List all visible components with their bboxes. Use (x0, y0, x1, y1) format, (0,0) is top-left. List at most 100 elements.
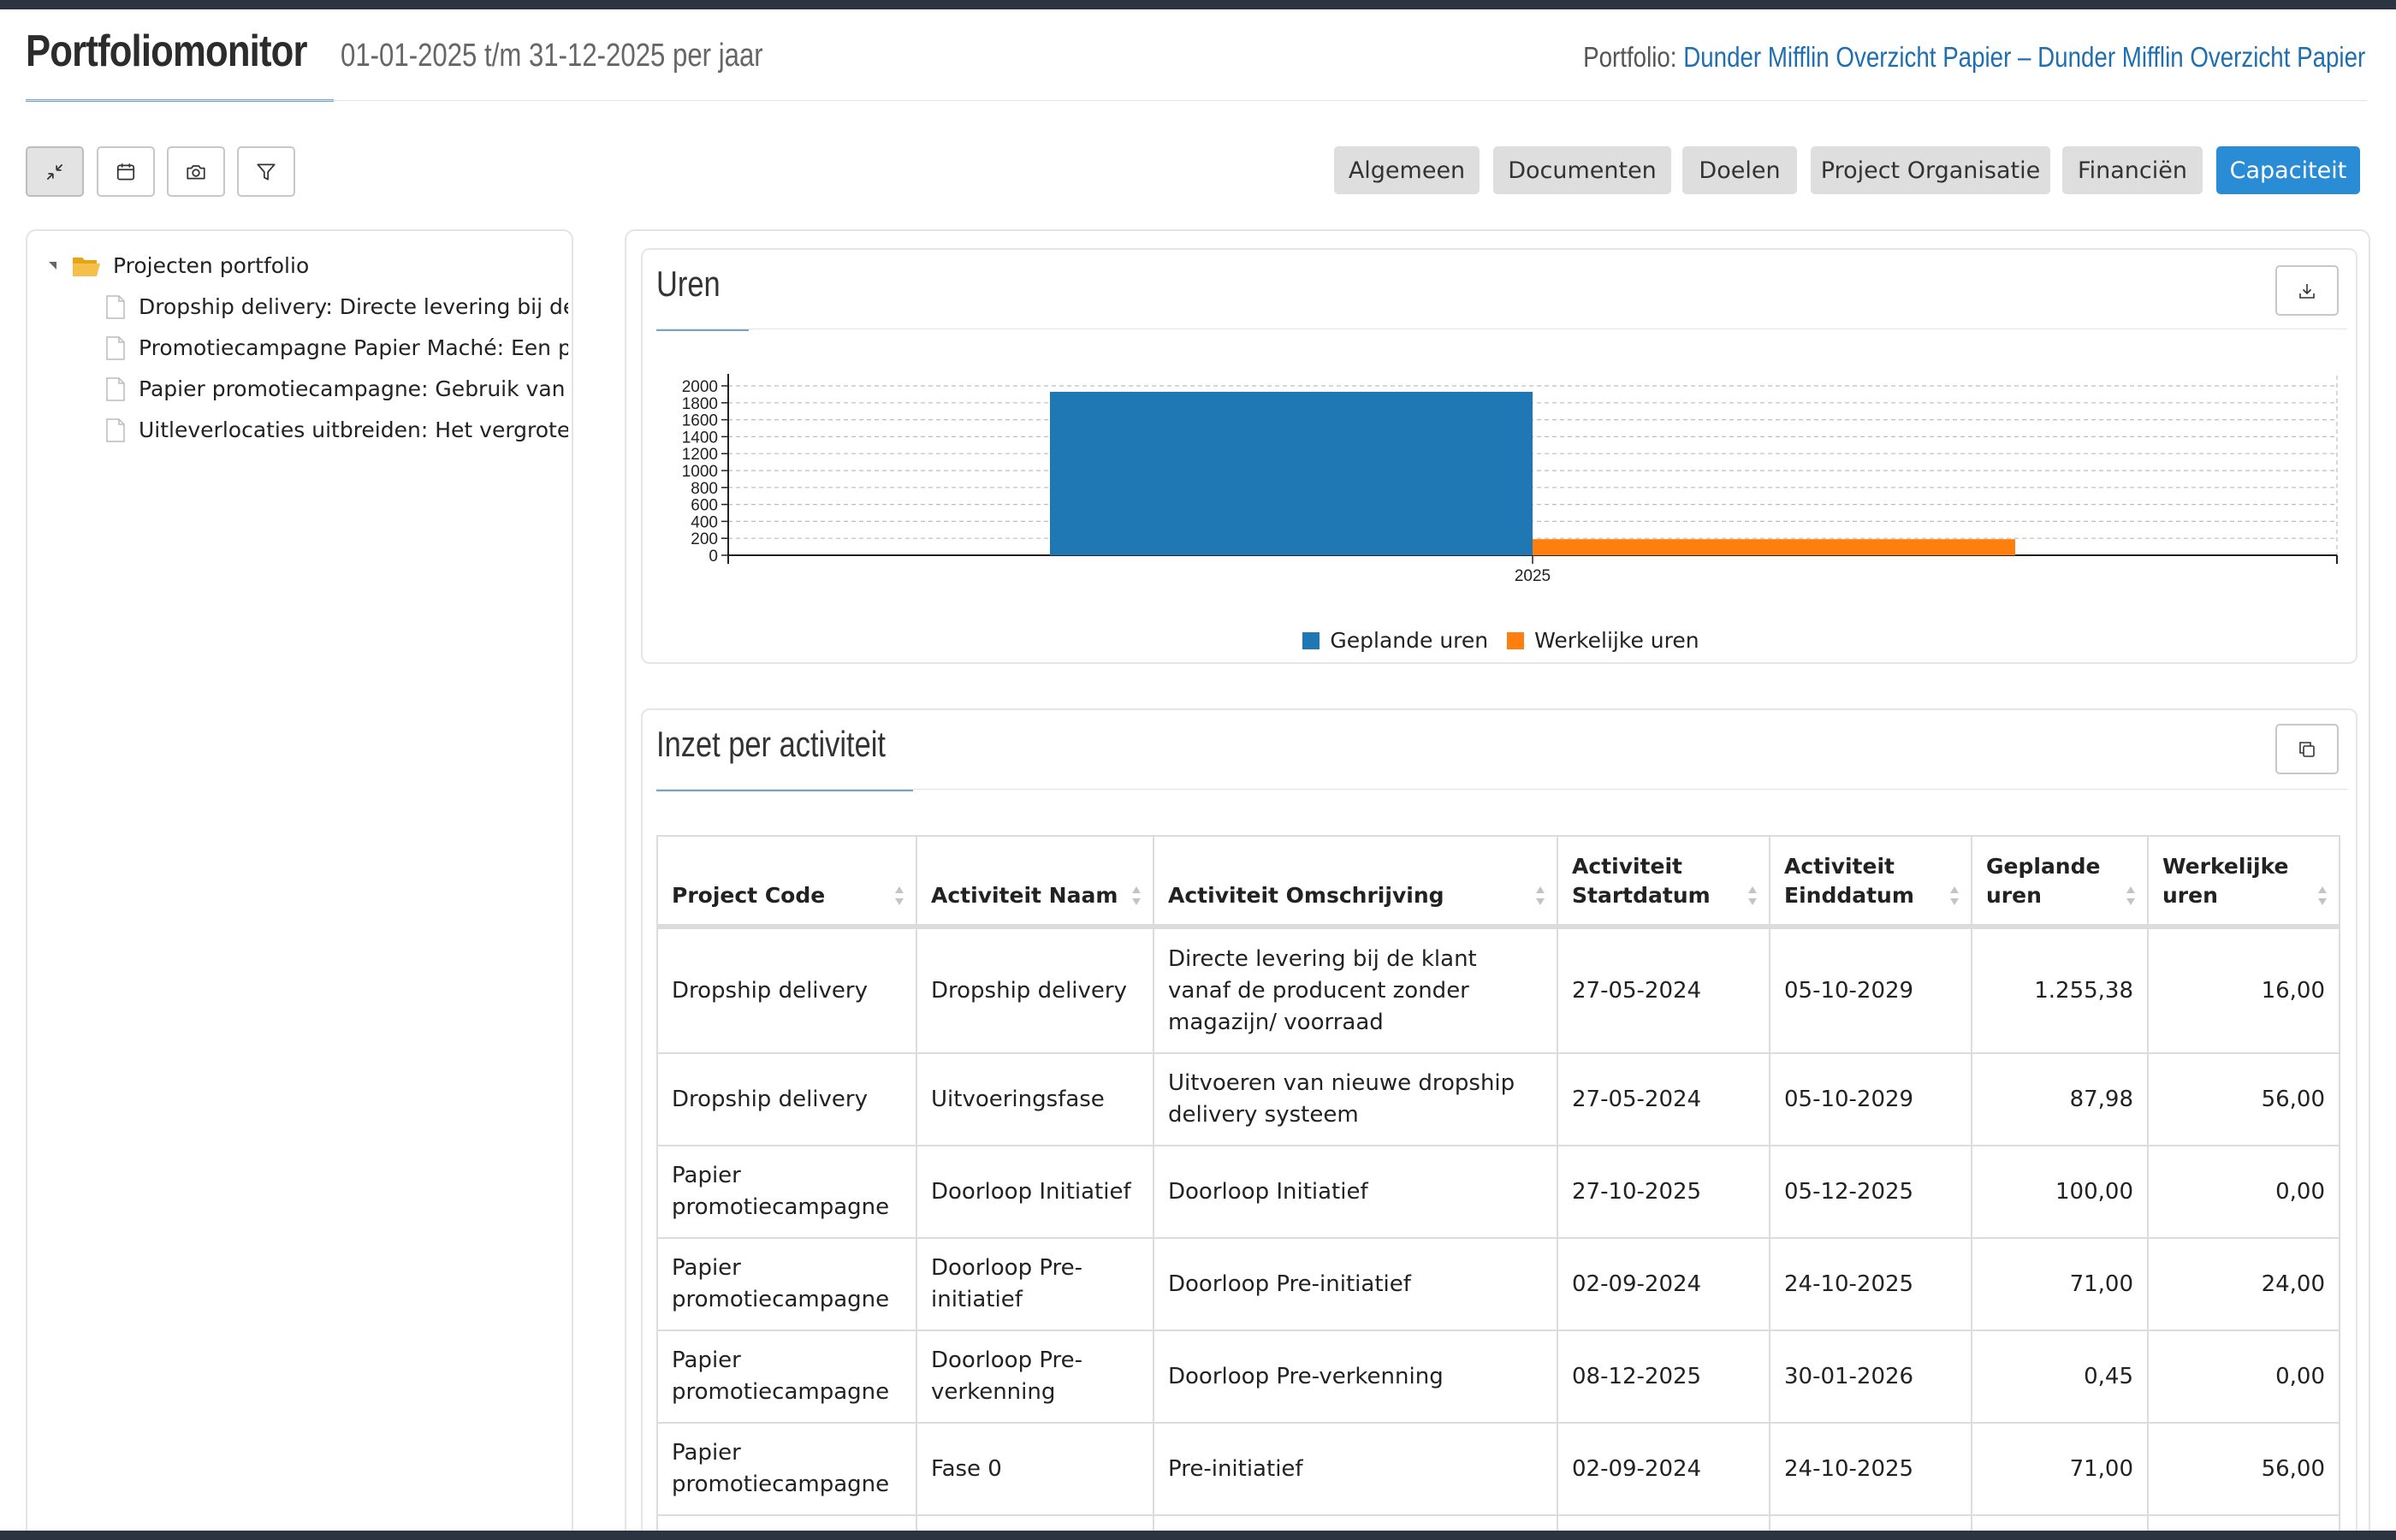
y-tick-label: 1600 (682, 412, 718, 430)
cell-geplande-uren: 100,00 (1971, 1145, 2149, 1239)
sort-icon[interactable] (1130, 885, 1142, 907)
table-row: Dropship delivery Dropship delivery Dire… (656, 926, 2340, 1054)
file-icon (106, 376, 125, 401)
caret-down-icon[interactable] (49, 262, 56, 270)
tab-project-organisatie[interactable]: Project Organisatie (1811, 146, 2050, 194)
screenshot-button[interactable] (167, 146, 225, 197)
column-header[interactable]: Project Code (656, 835, 917, 929)
cell-project-code: Dropship delivery (656, 1052, 917, 1146)
column-header[interactable]: Activiteit Omschrijving (1153, 835, 1558, 929)
cell-startdatum: 27-05-2024 (1557, 1052, 1770, 1146)
cell-geplande-uren: 0,45 (1971, 1330, 2149, 1424)
legend-swatch (1507, 631, 1525, 649)
calendar-button[interactable] (97, 146, 155, 197)
cell-activiteit-naam: Uitvoeringsfase (916, 1052, 1154, 1146)
cell-omschrijving: Doorloop Pre-initiatief (1153, 1237, 1558, 1331)
tab-algemeen[interactable]: Algemeen (1334, 146, 1480, 194)
download-button[interactable] (2275, 265, 2339, 316)
cell-einddatum: 24-10-2025 (1769, 1422, 1972, 1516)
cell-einddatum: 05-12-2025 (1769, 1145, 1972, 1239)
cell-werkelijke-uren: 0,00 (2147, 1145, 2340, 1239)
cell-omschrijving: Uitvoeren van nieuwe dropship delivery s… (1153, 1052, 1558, 1146)
cell-project-code: Papier promotiecampagne (656, 1145, 917, 1239)
portfolio-link[interactable]: Dunder Mifflin Overzicht Papier – Dunder… (1682, 41, 2365, 73)
cell-geplande-uren: 71,00 (1971, 1237, 2149, 1331)
column-header[interactable]: Werkelijke uren (2147, 835, 2340, 929)
legend-item-werkelijke[interactable]: Werkelijke uren (1507, 628, 1699, 653)
sort-icon[interactable] (893, 885, 905, 907)
copy-icon (2299, 741, 2315, 757)
y-tick-label: 400 (691, 513, 718, 531)
x-axis: 2025 (728, 554, 2338, 585)
cell-project-code: Papier promotiecampagne (656, 1330, 917, 1424)
uren-title-underline (656, 329, 749, 331)
uren-title: Uren (656, 264, 721, 304)
inzet-card: Inzet per activiteit Project Code Activi… (641, 708, 2357, 1540)
tree-item[interactable]: Promotiecampagne Papier Maché: Een promo… (106, 335, 568, 360)
cell-werkelijke-uren: 16,00 (2147, 926, 2340, 1054)
tree-item[interactable]: Dropship delivery: Directe levering bij … (106, 294, 568, 319)
sort-icon[interactable] (2125, 885, 2137, 907)
cell-activiteit-naam: Doorloop Pre-verkenning (916, 1330, 1154, 1424)
cell-startdatum: 02-09-2024 (1557, 1237, 1770, 1331)
table-header-row: Project Code Activiteit Naam Activiteit … (656, 835, 2340, 929)
tab-capaciteit[interactable]: Capaciteit (2216, 146, 2360, 194)
cell-startdatum: 27-05-2024 (1557, 926, 1770, 1054)
collapse-icon (46, 163, 63, 180)
tab-documenten[interactable]: Documenten (1493, 146, 1671, 194)
file-icon (106, 418, 125, 442)
cell-activiteit-naam: Fase 0 (916, 1422, 1154, 1516)
y-tick-label: 600 (691, 497, 718, 515)
table-row: Dropship delivery Uitvoeringsfase Uitvoe… (656, 1052, 2340, 1146)
camera-icon (187, 164, 205, 179)
sort-icon[interactable] (2316, 885, 2328, 907)
y-tick-label: 2000 (682, 378, 718, 396)
folder-open-icon (73, 257, 100, 276)
collapse-button[interactable] (26, 146, 84, 197)
sort-icon[interactable] (1747, 885, 1758, 907)
tab-doelen[interactable]: Doelen (1682, 146, 1797, 194)
column-header[interactable]: Activiteit Startdatum (1557, 835, 1770, 929)
cell-geplande-uren: 87,98 (1971, 1052, 2149, 1146)
x-tick-label: 2025 (1515, 567, 1551, 585)
cell-omschrijving: Doorloop Pre-verkenning (1153, 1330, 1558, 1424)
y-tick-label: 800 (691, 480, 718, 498)
cell-activiteit-naam: Dropship delivery (916, 926, 1154, 1054)
y-tick-label: 1400 (682, 429, 718, 447)
file-icon (106, 294, 125, 319)
cell-geplande-uren: 1.255,38 (1971, 926, 2149, 1054)
cell-einddatum: 05-10-2029 (1769, 926, 1972, 1054)
portfolio-label: Portfolio: (1582, 41, 1677, 73)
tree-item[interactable]: Papier promotiecampagne: Gebruik van pap… (106, 376, 568, 401)
tree-item-label: Uitleverlocaties uitbreiden: Het vergrot… (139, 418, 568, 442)
bottom-bar (0, 1531, 2396, 1540)
y-tick-label: 1200 (682, 446, 718, 464)
cell-activiteit-naam: Doorloop Initiatief (916, 1145, 1154, 1239)
sort-icon[interactable] (1948, 885, 1960, 907)
cell-startdatum: 27-10-2025 (1557, 1145, 1770, 1239)
tab-financien[interactable]: Financiën (2062, 146, 2203, 194)
column-header[interactable]: Geplande uren (1971, 835, 2149, 929)
column-header[interactable]: Activiteit Naam (916, 835, 1154, 929)
legend-item-geplande[interactable]: Geplande uren (1302, 628, 1488, 653)
cell-werkelijke-uren: 0,00 (2147, 1330, 2340, 1424)
table-row: Papier promotiecampagne Doorloop Initiat… (656, 1145, 2340, 1239)
y-tick-label: 0 (709, 548, 718, 566)
tree-root[interactable]: Projecten portfolio (49, 253, 309, 278)
table-row (656, 1514, 2340, 1540)
copy-button[interactable] (2275, 724, 2339, 774)
legend-label: Geplande uren (1330, 628, 1489, 653)
sort-icon[interactable] (1534, 885, 1546, 907)
project-tree-panel: Projecten portfolio Dropship delivery: D… (26, 229, 573, 1540)
filter-icon (257, 163, 276, 181)
filter-button[interactable] (237, 146, 295, 197)
y-tick-label: 1800 (682, 395, 718, 413)
cell-project-code: Papier promotiecampagne (656, 1422, 917, 1516)
cell-werkelijke-uren: 24,00 (2147, 1237, 2340, 1331)
tree-item[interactable]: Uitleverlocaties uitbreiden: Het vergrot… (106, 418, 568, 442)
column-header[interactable]: Activiteit Einddatum (1769, 835, 1972, 929)
legend-swatch (1302, 631, 1320, 649)
calendar-icon (116, 163, 135, 181)
cell-werkelijke-uren: 56,00 (2147, 1422, 2340, 1516)
